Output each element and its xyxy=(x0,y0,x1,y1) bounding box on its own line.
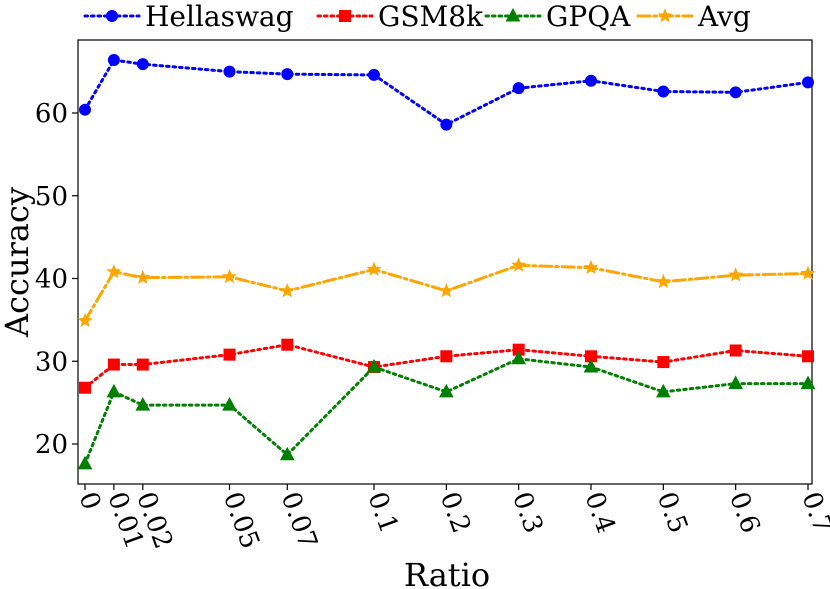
data-point xyxy=(366,358,382,373)
data-point xyxy=(281,68,294,81)
legend-entry: GPQA xyxy=(484,0,631,33)
x-tick-label: 0.2 xyxy=(434,488,476,537)
data-point xyxy=(136,358,149,371)
data-point xyxy=(77,312,93,328)
data-point xyxy=(222,268,237,284)
data-point xyxy=(368,68,380,81)
x-axis-title: Ratio xyxy=(404,556,490,589)
data-point xyxy=(728,267,744,282)
data-point xyxy=(135,269,151,285)
data-point xyxy=(438,283,454,298)
data-point xyxy=(136,58,149,71)
data-point xyxy=(438,383,454,398)
data-point xyxy=(79,381,91,394)
x-tick-label: 0.3 xyxy=(506,488,548,537)
data-point xyxy=(655,273,671,289)
data-point xyxy=(106,264,122,279)
x-tick-label: 0.07 xyxy=(275,488,323,553)
data-point xyxy=(106,383,122,398)
x-tick-label: 0 xyxy=(72,488,106,514)
series-line xyxy=(83,58,810,127)
data-point xyxy=(655,383,671,398)
data-point xyxy=(440,350,453,363)
legend-label: GPQA xyxy=(546,0,631,33)
y-tick-label: 50 xyxy=(35,182,68,212)
data-point xyxy=(657,356,670,369)
data-point xyxy=(512,82,525,95)
data-point xyxy=(279,283,295,298)
data-point xyxy=(223,65,236,78)
data-point xyxy=(77,455,93,470)
x-tick-label: 0.7 xyxy=(795,488,830,537)
y-tick-label: 20 xyxy=(35,430,68,460)
legend-label: Hellaswag xyxy=(145,0,294,33)
data-point xyxy=(279,446,295,461)
series-gsm8k xyxy=(79,338,814,394)
legend-swatch-marker xyxy=(339,10,351,22)
data-point xyxy=(511,257,527,272)
series-gpqa xyxy=(77,350,816,470)
legend: Hellaswag GSM8k GPQA Avg xyxy=(83,0,751,33)
data-point xyxy=(800,375,816,390)
legend-entry: Avg xyxy=(636,0,751,33)
plot-frame xyxy=(77,39,813,485)
x-axis-ticks: 00.010.02 0.05 0.07 0.1 0.2 0.3 0.4 0.5 0.6 0.7 xyxy=(72,484,830,553)
legend-entry: Hellaswag xyxy=(83,0,294,33)
legend-label: GSM8k xyxy=(378,0,484,33)
data-point xyxy=(802,76,814,89)
data-point xyxy=(800,265,816,280)
legend-entry: GSM8k xyxy=(316,0,484,33)
data-point xyxy=(657,85,670,98)
x-tick-label: 0.05 xyxy=(217,488,265,553)
series-line xyxy=(83,263,810,323)
data-point xyxy=(802,350,814,363)
legend-swatch-marker xyxy=(505,7,521,22)
series-layer xyxy=(77,54,816,470)
x-tick-label: 0.4 xyxy=(578,488,620,537)
y-tick-label: 40 xyxy=(35,265,68,295)
plot-border xyxy=(77,39,813,485)
y-axis-ticks: 20 30 40 50 60 xyxy=(35,99,78,460)
data-point xyxy=(135,397,151,411)
y-tick-label: 30 xyxy=(35,347,68,377)
legend-swatch-marker xyxy=(106,10,118,22)
y-axis-title: Accuracy xyxy=(0,187,36,338)
data-point xyxy=(79,103,91,116)
data-point xyxy=(585,74,597,87)
data-point xyxy=(729,344,742,357)
y-tick-label: 60 xyxy=(35,99,68,129)
legend-swatch-marker xyxy=(657,8,673,23)
data-point xyxy=(440,118,453,131)
series-avg xyxy=(77,257,816,328)
data-point xyxy=(223,348,236,361)
data-point xyxy=(107,358,120,371)
data-point xyxy=(728,375,744,390)
series-line xyxy=(83,357,810,466)
data-point xyxy=(583,259,599,275)
data-point xyxy=(366,261,382,276)
data-point xyxy=(281,338,294,351)
x-tick-label: 0.6 xyxy=(723,488,765,537)
data-point xyxy=(583,358,599,373)
series-hellaswag xyxy=(79,54,814,131)
x-tick-label: 0.5 xyxy=(651,488,693,537)
data-point xyxy=(511,350,527,365)
legend-label: Avg xyxy=(697,0,751,33)
data-point xyxy=(222,397,237,411)
data-point xyxy=(107,54,120,67)
x-tick-label: 0.1 xyxy=(361,488,403,537)
data-point xyxy=(729,86,742,99)
